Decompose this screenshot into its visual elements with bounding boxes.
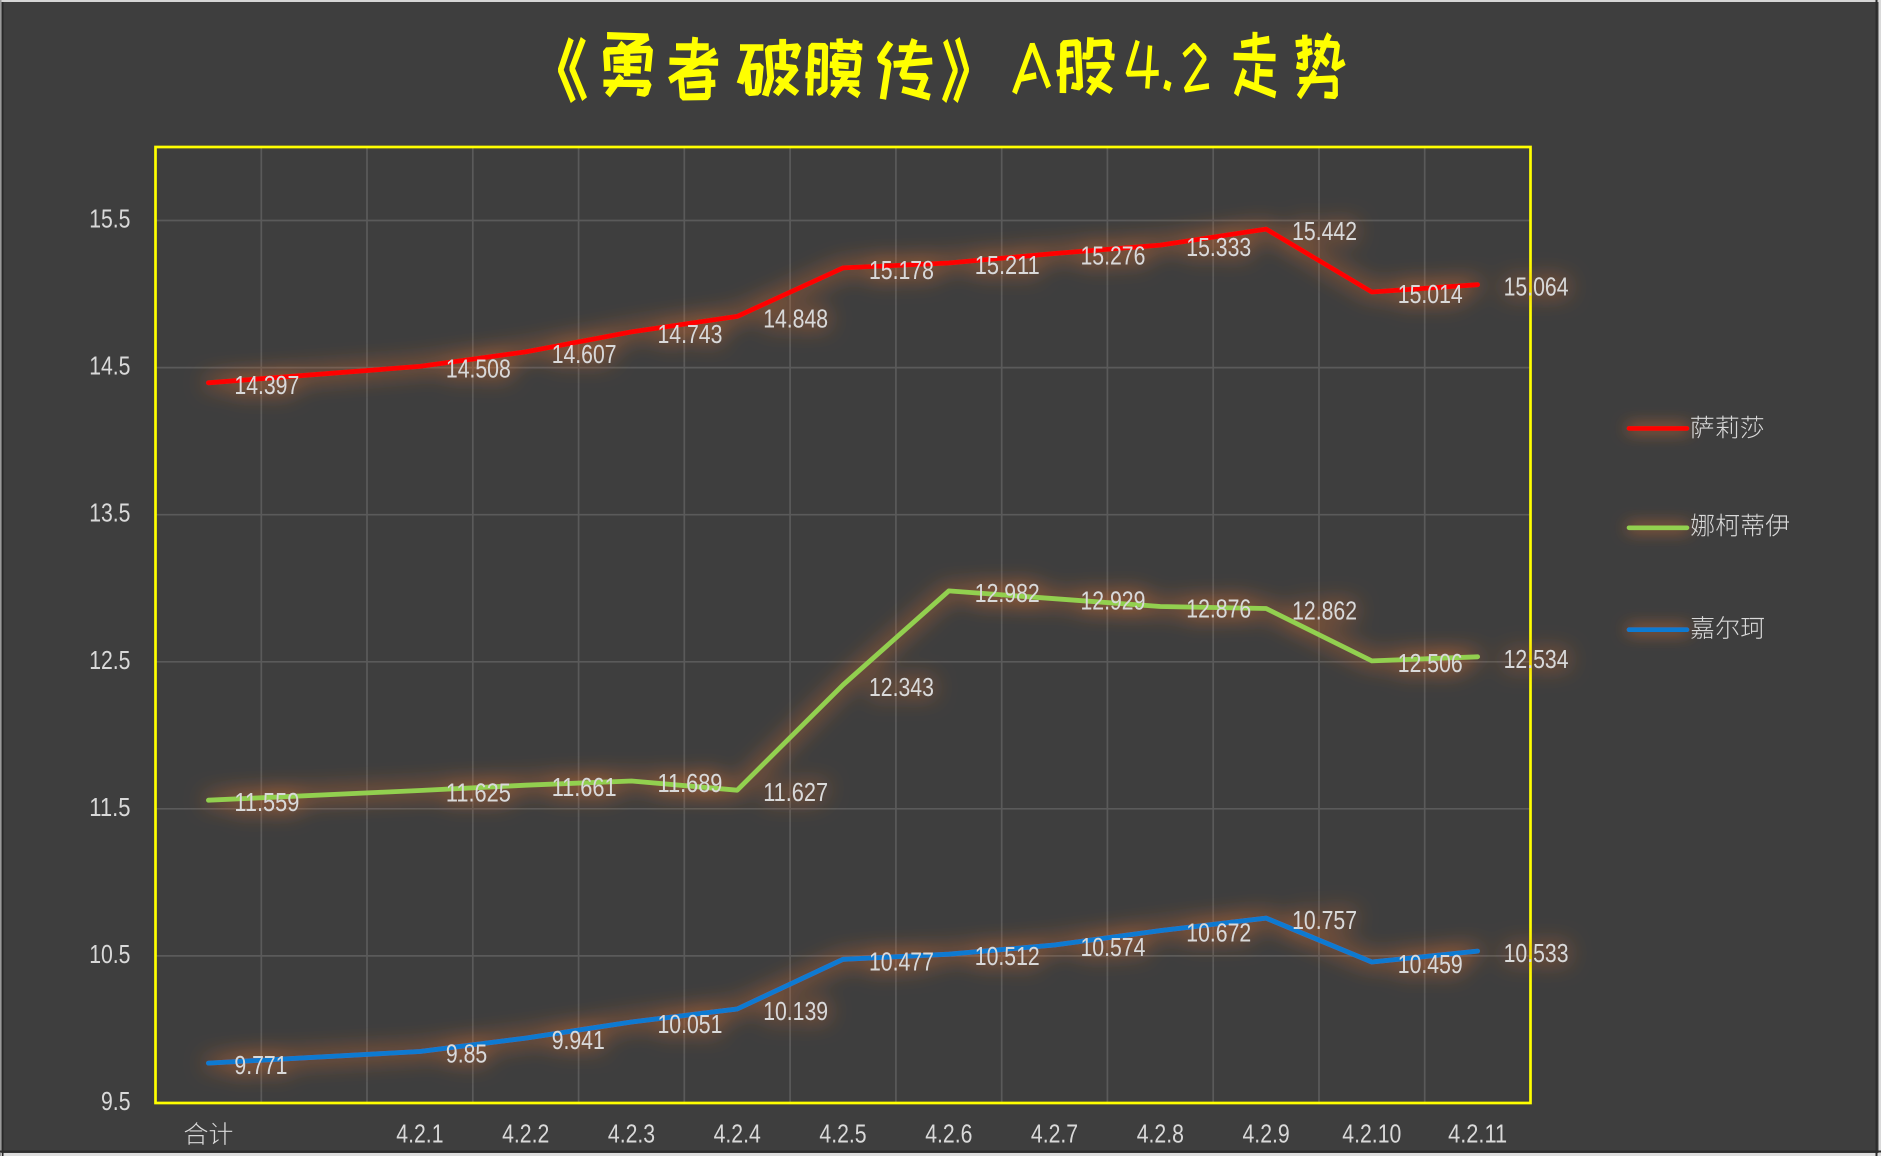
svg-text:10.512: 10.512: [975, 941, 1040, 971]
svg-text:10.757: 10.757: [1292, 905, 1357, 935]
svg-text:15.064: 15.064: [1504, 272, 1569, 302]
svg-text:15.5: 15.5: [89, 204, 130, 234]
svg-text:14.397: 14.397: [234, 370, 299, 400]
svg-text:12.982: 12.982: [975, 578, 1040, 608]
svg-text:4.2.7: 4.2.7: [1031, 1119, 1078, 1149]
svg-text:4.2.2: 4.2.2: [502, 1119, 549, 1149]
svg-text:12.343: 12.343: [869, 672, 934, 702]
svg-text:4.2.3: 4.2.3: [608, 1119, 655, 1149]
svg-text:12.862: 12.862: [1292, 596, 1357, 626]
svg-text:15.442: 15.442: [1292, 216, 1357, 246]
svg-text:11.689: 11.689: [658, 768, 723, 798]
svg-text:10.533: 10.533: [1504, 938, 1569, 968]
svg-text:14.848: 14.848: [763, 303, 828, 333]
svg-text:4.2.10: 4.2.10: [1342, 1119, 1401, 1149]
svg-text:12.534: 12.534: [1504, 644, 1569, 674]
svg-text:4.2.9: 4.2.9: [1243, 1119, 1290, 1149]
svg-text:12.876: 12.876: [1186, 594, 1251, 624]
svg-text:12.5: 12.5: [89, 645, 130, 675]
svg-text:10.139: 10.139: [763, 996, 828, 1026]
svg-text:12.506: 12.506: [1398, 648, 1463, 678]
svg-text:10.477: 10.477: [869, 946, 934, 976]
svg-text:4.2.6: 4.2.6: [925, 1119, 972, 1149]
svg-text:14.508: 14.508: [446, 353, 511, 383]
svg-text:15.014: 15.014: [1398, 279, 1463, 309]
svg-text:10.459: 10.459: [1398, 949, 1463, 979]
svg-text:15.333: 15.333: [1186, 232, 1251, 262]
svg-text:12.929: 12.929: [1081, 586, 1146, 616]
svg-text:11.661: 11.661: [552, 772, 617, 802]
svg-text:4.2.5: 4.2.5: [819, 1119, 866, 1149]
svg-text:4.2.1: 4.2.1: [396, 1119, 443, 1149]
svg-text:9.85: 9.85: [446, 1039, 487, 1069]
svg-text:15.211: 15.211: [975, 250, 1040, 280]
svg-text:11.5: 11.5: [89, 792, 130, 822]
svg-text:14.743: 14.743: [658, 319, 723, 349]
svg-text:15.178: 15.178: [869, 255, 934, 285]
svg-text:4.2.4: 4.2.4: [714, 1119, 761, 1149]
svg-text:9.771: 9.771: [234, 1050, 287, 1080]
svg-text:11.627: 11.627: [763, 777, 828, 807]
svg-text:4.2.11: 4.2.11: [1448, 1119, 1507, 1149]
svg-text:14.5: 14.5: [89, 351, 130, 381]
svg-text:10.574: 10.574: [1081, 932, 1146, 962]
svg-text:11.625: 11.625: [446, 778, 511, 808]
svg-text:10.051: 10.051: [658, 1009, 723, 1039]
svg-text:9.5: 9.5: [101, 1086, 131, 1116]
svg-text:10.672: 10.672: [1186, 918, 1251, 948]
svg-text:14.607: 14.607: [552, 339, 617, 369]
svg-text:13.5: 13.5: [89, 498, 130, 528]
svg-text:9.941: 9.941: [552, 1025, 605, 1055]
svg-text:15.276: 15.276: [1081, 241, 1146, 271]
svg-text:4.2.8: 4.2.8: [1137, 1119, 1184, 1149]
svg-text:10.5: 10.5: [89, 939, 130, 969]
svg-text:11.559: 11.559: [234, 787, 299, 817]
